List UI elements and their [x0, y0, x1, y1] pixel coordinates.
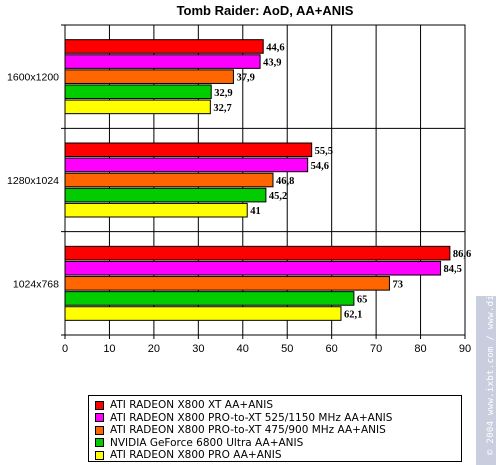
x-tick-label: 60	[326, 343, 338, 355]
legend-label: ATI RADEON X800 PRO AA+ANIS	[110, 449, 282, 462]
x-tick-label: 10	[103, 343, 115, 355]
bar	[64, 157, 309, 173]
bar	[64, 291, 355, 306]
x-tick-label: 90	[459, 343, 471, 355]
chart: Tomb Raider: AoD, AA+ANIS 0 10 20 30 40 50 60 7…	[7, 3, 471, 355]
data-label: 45,2	[269, 191, 287, 202]
data-label: 37,9	[236, 73, 254, 84]
x-tick-label: 70	[370, 343, 382, 355]
category-label: 1280x1024	[7, 175, 59, 187]
x-tick-label: 0	[62, 343, 68, 355]
bar	[64, 54, 261, 69]
data-label: 44,6	[266, 42, 284, 53]
bar	[64, 276, 390, 291]
x-tick-label: 20	[148, 343, 160, 355]
data-label: 84,5	[444, 264, 462, 275]
data-label: 65	[357, 294, 368, 305]
chart-title: Tomb Raider: AoD, AA+ANIS	[177, 3, 354, 18]
data-label: 32,9	[214, 88, 232, 99]
data-label: 54,6	[311, 161, 329, 172]
x-tick-label: 30	[192, 343, 204, 355]
plot-area: 0 10 20 30 40 50 60 70 80 90 1600x1200 44,6 43,9 37,9…	[7, 24, 471, 355]
legend-swatch	[95, 400, 104, 410]
legend-item: ATI RADEON X800 PRO AA+ANIS	[95, 449, 461, 462]
data-label: 41	[250, 206, 261, 217]
bar	[64, 39, 264, 54]
bar	[64, 260, 442, 276]
data-label: 62,1	[344, 310, 362, 321]
data-label: 43,9	[263, 58, 281, 69]
bar	[64, 69, 234, 84]
data-label: 46,8	[276, 176, 294, 187]
bar	[64, 172, 274, 188]
data-label: 86,6	[453, 249, 471, 260]
data-label: 55,5	[315, 146, 333, 157]
x-tick-label: 50	[281, 343, 293, 355]
bar	[64, 202, 248, 218]
legend: ATI RADEON X800 XT AA+ANIS ATI RADEON X80…	[88, 395, 462, 462]
x-tick-label: 40	[237, 343, 249, 355]
legend-item: NVIDIA GeForce 6800 Ultra AA+ANIS	[95, 437, 461, 450]
legend-label: ATI RADEON X800 PRO-to-XT 475/900 MHz AA…	[110, 424, 386, 437]
category-label: 1600x1200	[7, 72, 59, 84]
legend-label: ATI RADEON X800 PRO-to-XT 525/1150 MHz A…	[110, 411, 393, 424]
data-label: 73	[392, 279, 403, 290]
legend-swatch	[95, 450, 104, 460]
data-label: 32,7	[213, 103, 231, 114]
legend-swatch	[95, 438, 104, 448]
watermark-strip	[476, 296, 496, 465]
bar	[64, 187, 267, 203]
legend-swatch	[95, 413, 104, 423]
watermark-text: © 2004 www.ixbt.com / www.digit-life.com	[486, 226, 496, 455]
bar	[64, 306, 342, 321]
bar	[64, 245, 451, 261]
legend-item: ATI RADEON X800 PRO-to-XT 525/1150 MHz A…	[95, 412, 461, 425]
category-label: 1024x768	[13, 278, 59, 290]
legend-item: ATI RADEON X800 PRO-to-XT 475/900 MHz AA…	[95, 424, 461, 437]
legend-label: NVIDIA GeForce 6800 Ultra AA+ANIS	[110, 436, 304, 449]
legend-swatch	[95, 425, 104, 435]
legend-label: ATI RADEON X800 XT AA+ANIS	[110, 399, 274, 412]
legend-item: ATI RADEON X800 XT AA+ANIS	[95, 399, 461, 412]
x-tick-label: 80	[414, 343, 426, 355]
bar	[64, 84, 212, 100]
bar	[64, 99, 211, 115]
bar	[64, 142, 313, 158]
